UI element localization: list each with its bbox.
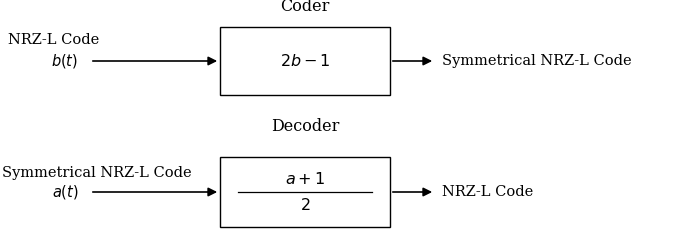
Text: $2b-1$: $2b-1$	[279, 53, 330, 69]
Text: Symmetrical NRZ-L Code: Symmetrical NRZ-L Code	[2, 166, 192, 180]
Text: $b(t)$: $b(t)$	[52, 52, 79, 70]
Text: $2$: $2$	[300, 197, 311, 213]
Text: Coder: Coder	[280, 0, 330, 15]
Bar	[220, 27, 390, 95]
Text: Symmetrical NRZ-L Code: Symmetrical NRZ-L Code	[442, 54, 632, 68]
Text: $a(t)$: $a(t)$	[52, 183, 79, 201]
Text: NRZ-L Code: NRZ-L Code	[442, 185, 534, 199]
Text: NRZ-L Code: NRZ-L Code	[8, 33, 99, 47]
Bar	[220, 157, 390, 227]
Text: $a+1$: $a+1$	[285, 171, 325, 187]
Text: Decoder: Decoder	[271, 118, 339, 135]
